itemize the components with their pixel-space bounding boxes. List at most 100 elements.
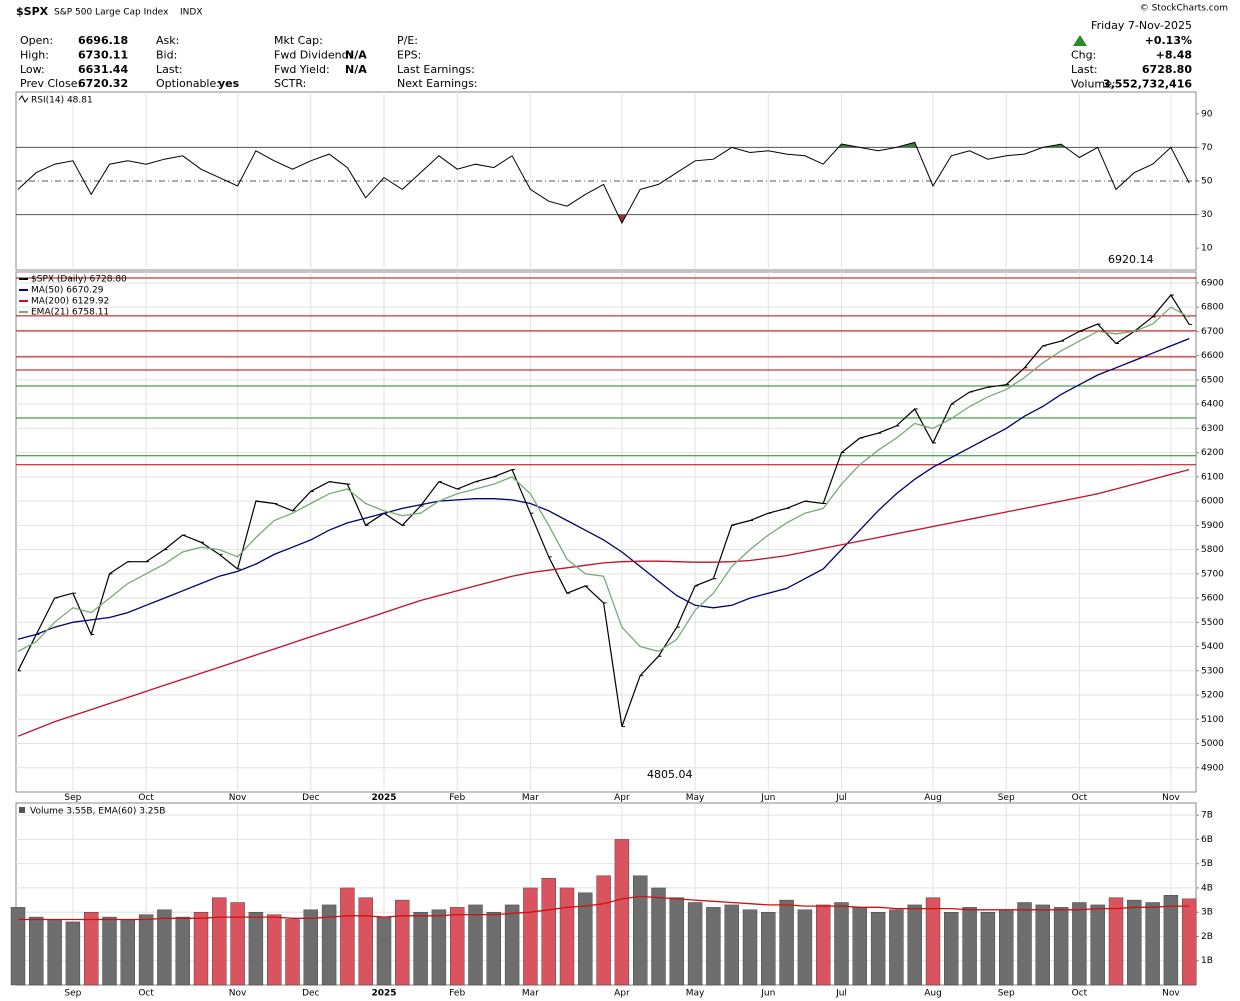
volume-bar xyxy=(907,904,922,986)
volume-bar xyxy=(724,904,739,986)
y-tick-label: 6800 xyxy=(1201,303,1224,313)
volume-bar xyxy=(541,878,556,986)
x-tick-label: Jun xyxy=(760,989,775,999)
quote-label: Fwd Dividend: xyxy=(274,48,352,61)
x-tick-label: May xyxy=(686,989,705,999)
x-tick-label: Jun xyxy=(760,793,775,803)
volume-bar xyxy=(1090,904,1105,986)
volume-bar xyxy=(944,912,959,986)
x-tick-label: Nov xyxy=(229,989,247,999)
y-tick-label: 6100 xyxy=(1201,472,1224,482)
quote-label: Bid: xyxy=(156,48,177,61)
y-tick-label: 30 xyxy=(1201,210,1213,220)
legend-label: RSI(14) 48.81 xyxy=(31,96,93,106)
y-tick-label: 5300 xyxy=(1201,666,1224,676)
quote-label: Open: xyxy=(20,34,53,47)
y-tick-label: 3B xyxy=(1201,908,1213,918)
volume-bar xyxy=(1145,902,1160,986)
quote-label: Mkt Cap: xyxy=(274,34,323,47)
series-line xyxy=(18,895,1190,921)
volume-bar xyxy=(10,907,26,986)
volume-bar xyxy=(1163,895,1179,986)
quote-value: N/A xyxy=(345,48,367,61)
quote-label: P/E: xyxy=(397,34,418,47)
volume-bar xyxy=(120,919,136,986)
y-tick-label: 7B xyxy=(1201,811,1213,821)
volume-bar xyxy=(999,909,1014,986)
quote-value: 6720.32 xyxy=(78,77,128,90)
volume-bar xyxy=(523,887,538,986)
volume-bar xyxy=(303,909,318,986)
volume-bar xyxy=(248,912,264,986)
quote-label: Last: xyxy=(1071,63,1098,76)
volume-bar xyxy=(761,912,776,986)
quote-value: 3,552,732,416 xyxy=(1103,77,1192,90)
legend-label: $SPX (Daily) 6728.80 xyxy=(31,275,127,285)
volume-bar xyxy=(852,907,867,986)
legend-icon xyxy=(19,807,25,813)
legend-icon xyxy=(18,95,29,103)
volume-bar xyxy=(706,907,721,986)
x-tick-label: Mar xyxy=(522,989,539,999)
quote-value: 6730.11 xyxy=(78,48,128,61)
volume-bar xyxy=(1181,898,1197,986)
y-tick-label: 4B xyxy=(1201,883,1213,893)
series-line xyxy=(17,468,1190,737)
x-tick-label: Oct xyxy=(138,989,154,999)
y-tick-label: 6400 xyxy=(1201,400,1224,410)
volume-bar xyxy=(450,907,465,986)
series-line xyxy=(17,337,1190,640)
quote-label: Low: xyxy=(20,63,45,76)
y-tick-label: 6900 xyxy=(1201,278,1224,288)
volume-bar xyxy=(834,902,849,986)
legend-label: MA(200) 6129.92 xyxy=(31,297,109,307)
y-tick-label: 6200 xyxy=(1201,448,1224,458)
y-tick-label: 5900 xyxy=(1201,521,1224,531)
y-tick-label: 6000 xyxy=(1201,497,1224,507)
volume-bar xyxy=(193,912,209,986)
quote-value: +8.48 xyxy=(1156,49,1192,62)
quote-label: Fwd Yield: xyxy=(274,63,330,76)
copyright: © StockCharts.com xyxy=(1140,4,1228,14)
volume-bar xyxy=(816,904,831,986)
y-tick-label: 5500 xyxy=(1201,618,1224,628)
volume-bar xyxy=(1053,907,1069,986)
volume-bar xyxy=(267,914,282,986)
x-tick-label: Oct xyxy=(1072,989,1088,999)
x-tick-label: Dec xyxy=(302,989,319,999)
x-tick-label: Sep xyxy=(998,793,1015,803)
exchange: INDX xyxy=(180,8,202,18)
volume-bar xyxy=(633,875,648,986)
x-tick-label: Apr xyxy=(614,989,630,999)
x-tick-label: Aug xyxy=(924,793,942,803)
volume-bar xyxy=(797,909,813,986)
quote-label: Next Earnings: xyxy=(397,77,478,90)
x-tick-label: Jul xyxy=(835,989,847,999)
quote-value: 6696.18 xyxy=(78,34,128,47)
legend-label: EMA(21) 6758.11 xyxy=(31,308,109,318)
x-tick-label: Oct xyxy=(138,793,154,803)
quote-label: Volume: xyxy=(1071,77,1116,90)
change-pct: +0.13% xyxy=(1145,34,1192,47)
volume-bar xyxy=(47,919,62,986)
quote-label: EPS: xyxy=(397,48,421,61)
y-tick-label: 6B xyxy=(1201,835,1213,845)
x-tick-label: Aug xyxy=(924,989,942,999)
volume-bar xyxy=(559,887,575,986)
index-name: S&P 500 Large Cap Index xyxy=(54,8,169,18)
x-tick-label: Mar xyxy=(522,793,539,803)
x-tick-label: 2025 xyxy=(371,793,396,803)
quote-label: Ask: xyxy=(156,34,179,47)
x-tick-label: Sep xyxy=(64,989,81,999)
volume-bar xyxy=(65,921,81,986)
volume-bar xyxy=(870,912,886,986)
volume-bar xyxy=(157,909,172,986)
panel-frame xyxy=(15,271,1197,793)
y-tick-label: 1B xyxy=(1201,956,1213,966)
volume-bar xyxy=(340,887,355,986)
volume-bar xyxy=(321,904,337,986)
x-tick-label: May xyxy=(686,793,705,803)
x-tick-label: Nov xyxy=(1162,989,1180,999)
y-tick-label: 10 xyxy=(1201,244,1213,254)
volume-bar xyxy=(376,916,392,986)
